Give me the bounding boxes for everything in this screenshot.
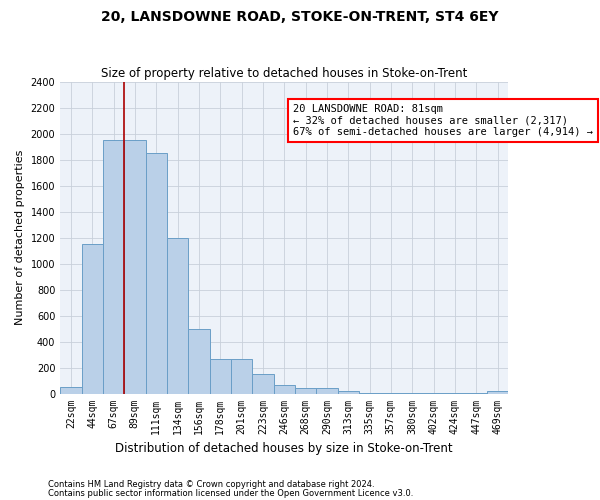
Bar <box>423 393 444 394</box>
Text: Contains HM Land Registry data © Crown copyright and database right 2024.: Contains HM Land Registry data © Crown c… <box>48 480 374 489</box>
Bar <box>380 393 401 394</box>
Bar <box>359 393 380 394</box>
Bar <box>401 393 423 394</box>
Bar <box>231 358 252 394</box>
Bar <box>124 140 146 394</box>
Bar <box>103 140 124 394</box>
Bar <box>444 393 466 394</box>
Bar <box>295 388 316 394</box>
Bar <box>146 154 167 394</box>
X-axis label: Distribution of detached houses by size in Stoke-on-Trent: Distribution of detached houses by size … <box>115 442 453 455</box>
Bar <box>487 391 508 394</box>
Bar <box>167 238 188 394</box>
Bar <box>252 374 274 394</box>
Bar <box>82 244 103 394</box>
Text: Contains public sector information licensed under the Open Government Licence v3: Contains public sector information licen… <box>48 489 413 498</box>
Text: 20 LANSDOWNE ROAD: 81sqm
← 32% of detached houses are smaller (2,317)
67% of sem: 20 LANSDOWNE ROAD: 81sqm ← 32% of detach… <box>293 104 593 137</box>
Bar <box>274 385 295 394</box>
Title: Size of property relative to detached houses in Stoke-on-Trent: Size of property relative to detached ho… <box>101 66 467 80</box>
Text: 20, LANSDOWNE ROAD, STOKE-ON-TRENT, ST4 6EY: 20, LANSDOWNE ROAD, STOKE-ON-TRENT, ST4 … <box>101 10 499 24</box>
Y-axis label: Number of detached properties: Number of detached properties <box>15 150 25 326</box>
Bar <box>209 358 231 394</box>
Bar <box>188 328 209 394</box>
Bar <box>466 393 487 394</box>
Bar <box>316 388 338 394</box>
Bar <box>60 387 82 394</box>
Bar <box>338 391 359 394</box>
